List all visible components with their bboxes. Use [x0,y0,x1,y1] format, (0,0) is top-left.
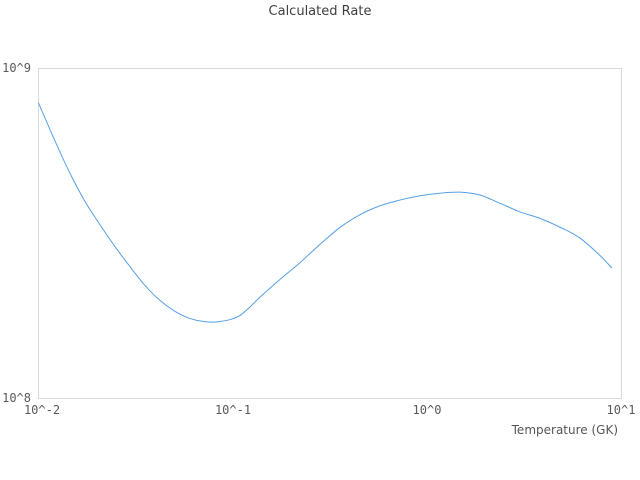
chart-title: Calculated Rate [268,4,372,19]
rate-curve-line [38,102,613,323]
plot-frame [38,68,622,399]
x-tick-label-1e0: 10^0 [412,403,442,417]
x-tick-label-1e-1: 10^-1 [214,403,252,417]
x-tick-label-1e1: 10^1 [606,403,636,417]
y-tick-label-1e8: 10^8 [2,391,31,405]
y-tick-label-1e9: 10^9 [2,61,31,75]
x-tick-label-1e-2: 10^-2 [23,403,61,417]
x-axis-title: Temperature (GK) [511,423,618,437]
